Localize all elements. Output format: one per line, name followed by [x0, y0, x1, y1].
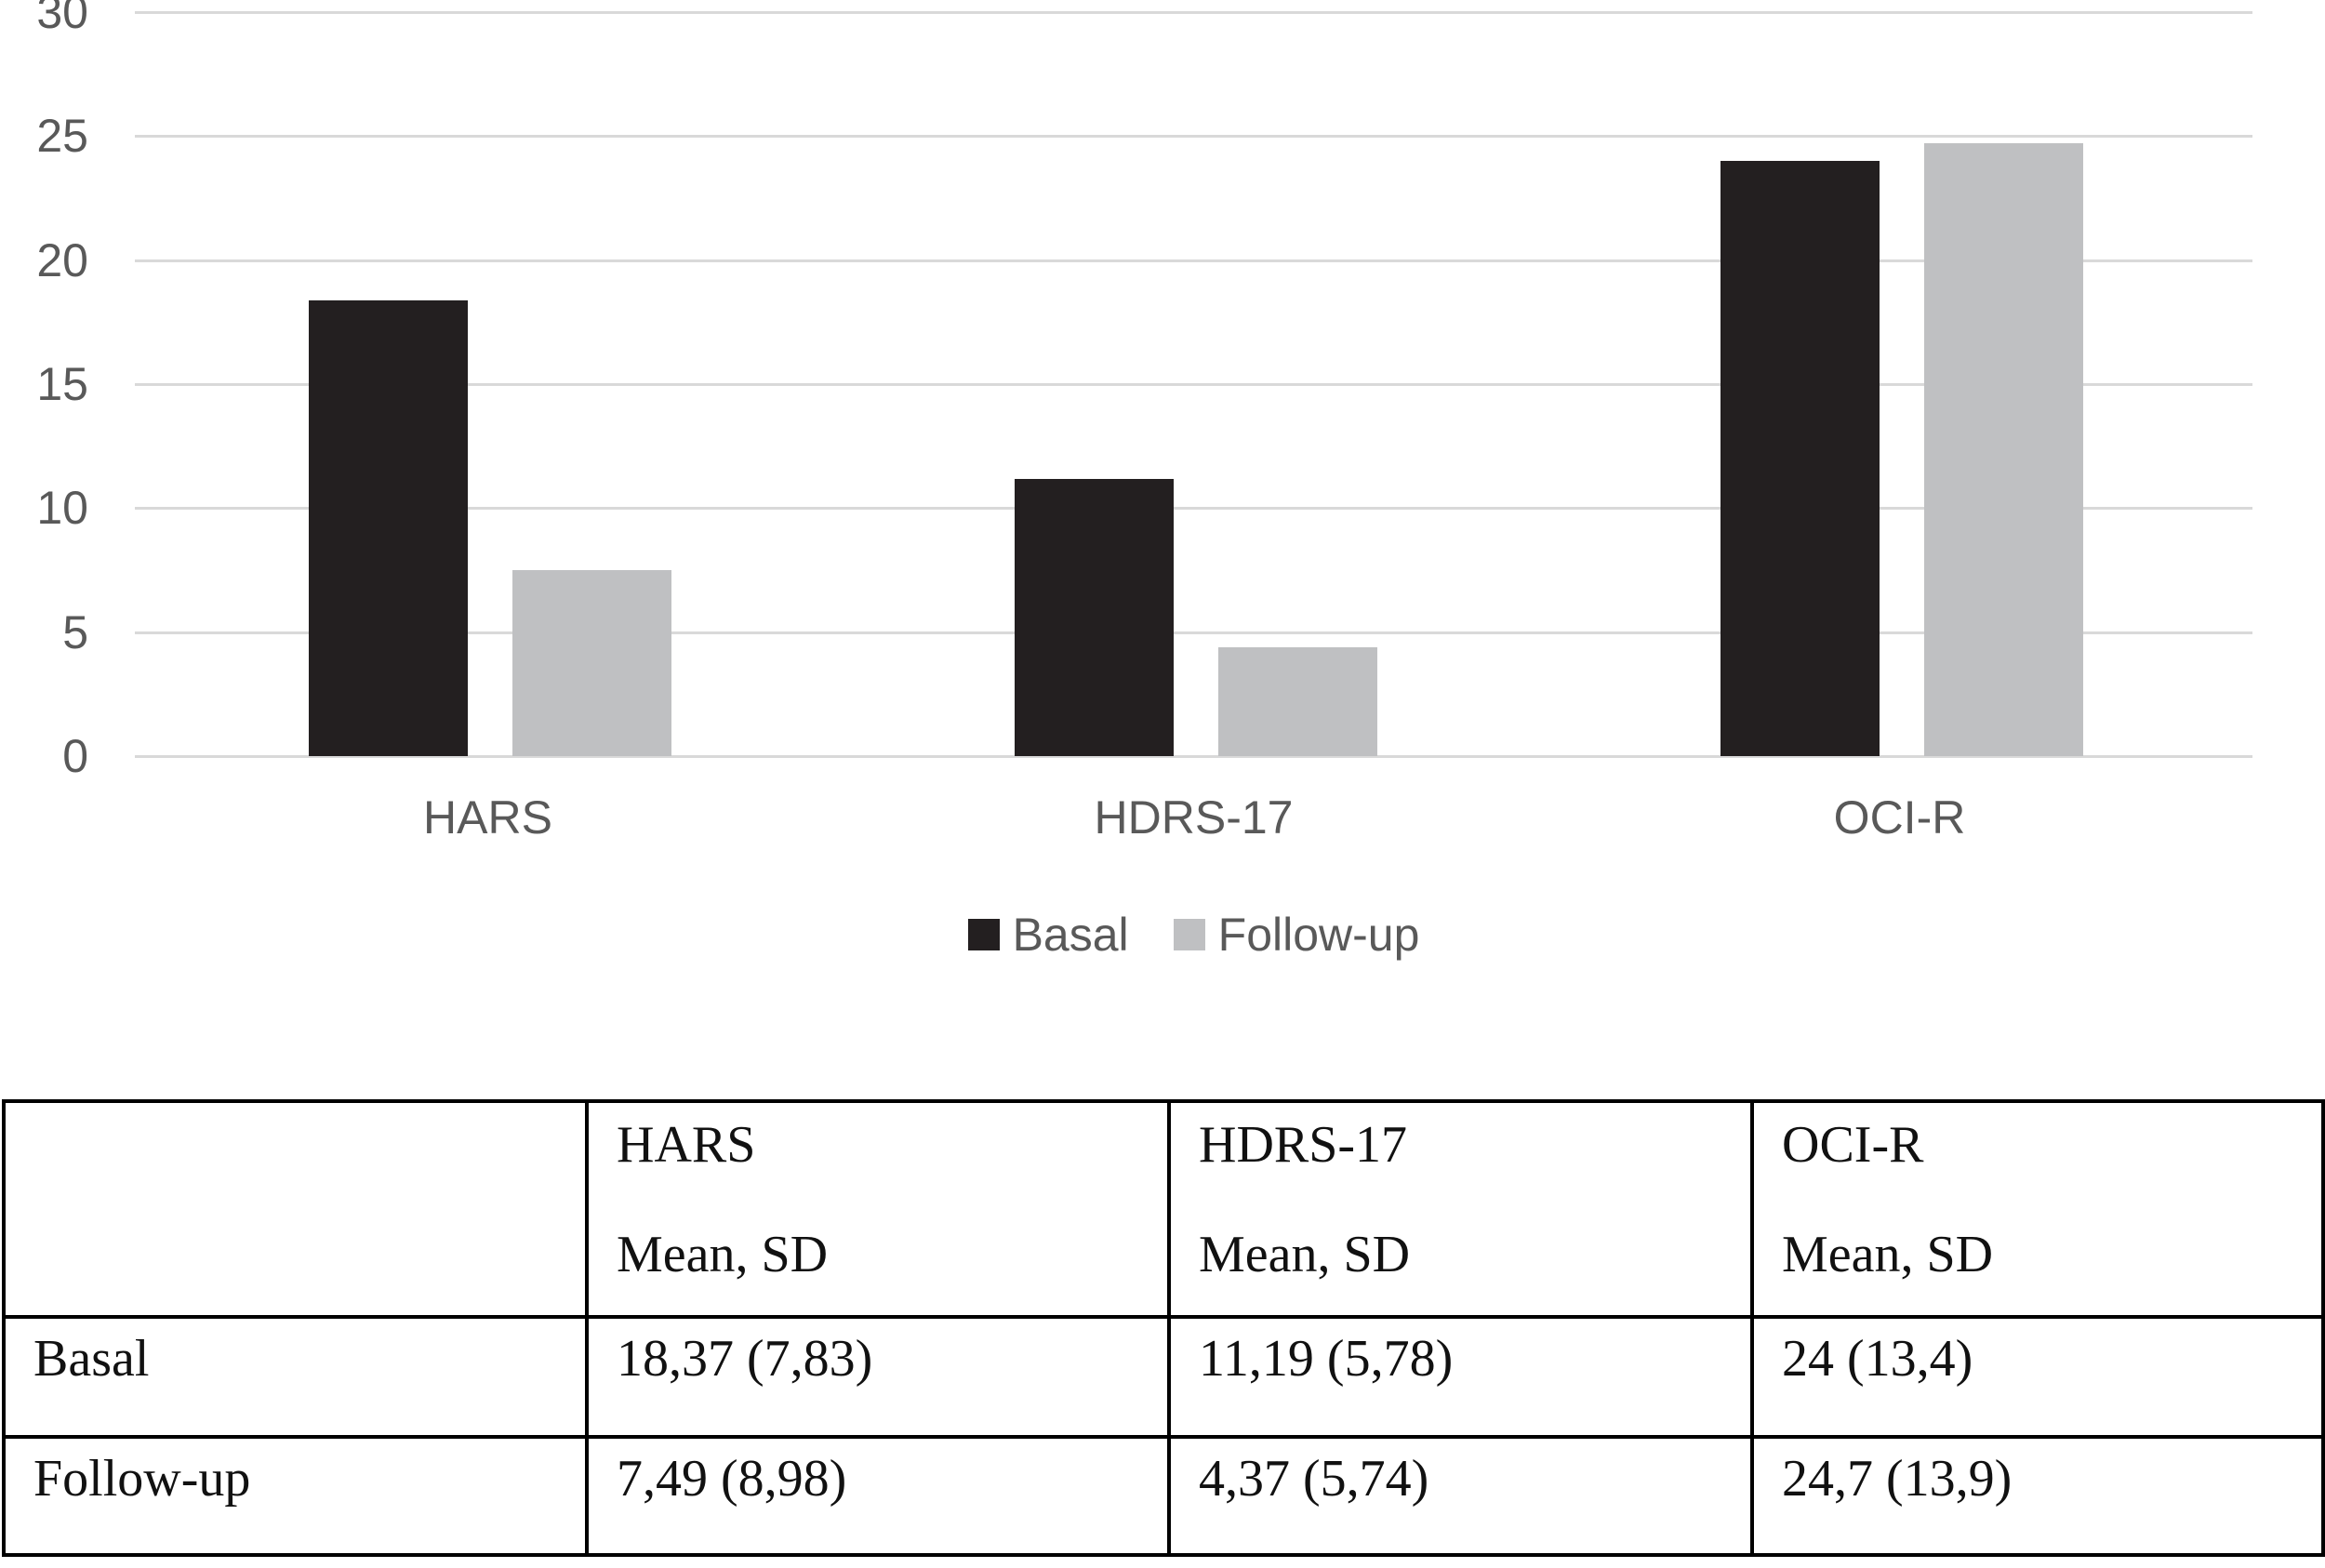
- bar-follow-up-oci-r: [1924, 143, 2083, 756]
- y-tick-10: 10: [36, 482, 88, 535]
- category-label-oci-r: OCI-R: [1833, 791, 1966, 844]
- y-tick-30: 30: [36, 0, 88, 38]
- legend-item-basal: Basal: [967, 908, 1129, 961]
- bar-basal-hdrs-17: [1015, 478, 1174, 756]
- column-title: OCI-R: [1782, 1116, 1924, 1174]
- gridline-20: [135, 259, 2252, 262]
- table-cell: 18,37 (7,83): [585, 1315, 1171, 1439]
- table-row-follow-up: Follow-up 7,49 (8,98) 4,37 (5,74) 24,7 (13,…: [2, 1435, 2325, 1557]
- bar-follow-up-hars: [512, 570, 671, 756]
- legend-swatch-basal-icon: [967, 919, 1000, 950]
- gridline-25: [135, 135, 2252, 139]
- column-subtitle: Mean, SD: [1199, 1226, 1411, 1283]
- table-cell: 11,19 (5,78): [1167, 1315, 1754, 1439]
- gridline-0: [135, 755, 2252, 758]
- gridline-10: [135, 507, 2252, 511]
- column-subtitle: Mean, SD: [1782, 1226, 1994, 1283]
- row-label: Basal: [2, 1315, 589, 1439]
- table-row-basal: Basal 18,37 (7,83) 11,19 (5,78) 24 (13,4): [2, 1315, 2325, 1439]
- table-cell: 24,7 (13,9): [1750, 1435, 2325, 1557]
- bar-basal-oci-r: [1720, 161, 1880, 756]
- legend-swatch-follow-up-icon: [1173, 919, 1205, 950]
- table-cell: 7,49 (8,98): [585, 1435, 1171, 1557]
- results-table: HARS Mean, SD HDRS-17 Mean, SD OCI-R Mean, SD…: [2, 1099, 2325, 1557]
- row-label: Follow-up: [2, 1435, 589, 1557]
- y-tick-5: 5: [62, 605, 88, 658]
- header-cell-hdrs-17: HDRS-17 Mean, SD: [1167, 1099, 1754, 1319]
- chart-legend: Basal Follow-up: [135, 907, 2252, 963]
- gridline-15: [135, 383, 2252, 386]
- bar-chart: 0 5 10 15 20 25 30 HARS HDRS-17 OCI-R: [36, 0, 2252, 844]
- legend-item-follow-up: Follow-up: [1173, 908, 1420, 961]
- header-cell-empty: [2, 1099, 589, 1319]
- bar-follow-up-hdrs-17: [1218, 647, 1377, 756]
- column-subtitle: Mean, SD: [617, 1226, 829, 1283]
- gridline-30: [135, 11, 2252, 14]
- bar-basal-hars: [309, 300, 468, 756]
- legend-label: Follow-up: [1217, 908, 1420, 961]
- table-cell: 4,37 (5,74): [1167, 1435, 1754, 1557]
- header-cell-oci-r: OCI-R Mean, SD: [1750, 1099, 2325, 1319]
- table-header-row: HARS Mean, SD HDRS-17 Mean, SD OCI-R Mean, SD: [2, 1099, 2325, 1319]
- y-tick-25: 25: [36, 110, 88, 163]
- gridline-5: [135, 631, 2252, 634]
- y-tick-15: 15: [36, 358, 88, 410]
- y-tick-0: 0: [62, 730, 88, 782]
- column-title: HDRS-17: [1199, 1116, 1408, 1174]
- legend-label: Basal: [1012, 908, 1129, 961]
- table-cell: 24 (13,4): [1750, 1315, 2325, 1439]
- header-cell-hars: HARS Mean, SD: [585, 1099, 1171, 1319]
- y-tick-20: 20: [36, 233, 88, 286]
- column-title: HARS: [617, 1116, 756, 1174]
- category-label-hars: HARS: [423, 791, 552, 844]
- category-label-hdrs-17: HDRS-17: [1094, 791, 1294, 844]
